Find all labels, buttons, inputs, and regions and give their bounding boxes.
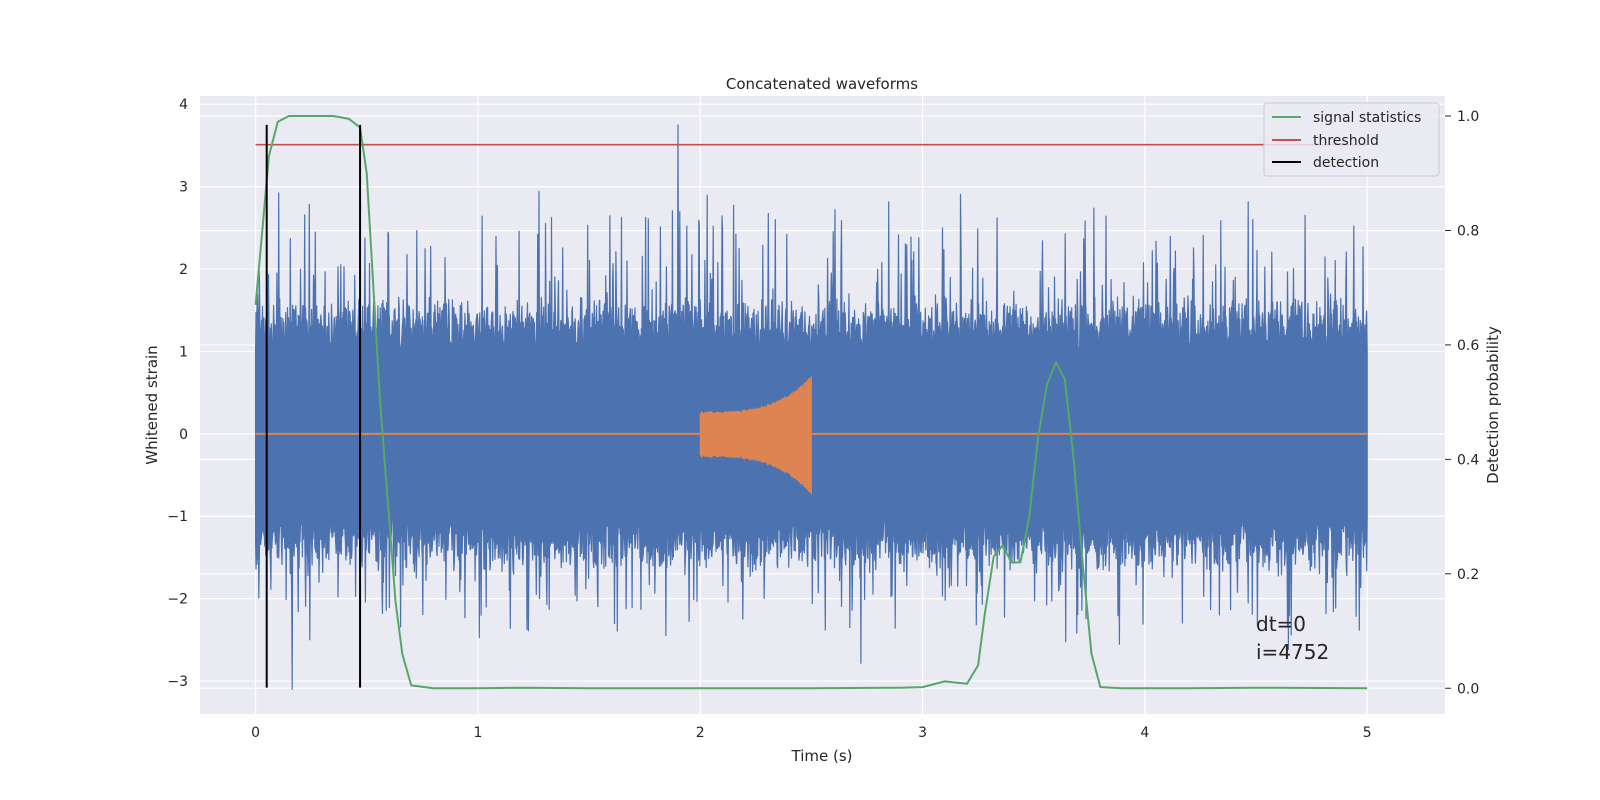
y2-tick-label: 0.4 — [1457, 452, 1479, 468]
y2-tick-label: 0.2 — [1457, 567, 1479, 583]
y2-tick-label: 1.0 — [1457, 109, 1479, 125]
x-tick-label: 3 — [918, 725, 927, 741]
y-tick-label: 1 — [179, 344, 188, 360]
chirp-series — [699, 375, 812, 496]
legend-label-detection: detection — [1313, 155, 1379, 171]
y-tick-label: 0 — [179, 427, 188, 443]
x-tick-label: 4 — [1140, 725, 1149, 741]
series-layer — [254, 115, 1368, 690]
chart-title: Concatenated waveforms — [726, 75, 918, 93]
axes-layer: 0 1 2 3 4 5 −3 −2 −1 0 1 2 3 4 0.0 0.2 0.4 0.6 0.8 1.0 — [167, 97, 1479, 741]
x-tick-label: 0 — [251, 725, 260, 741]
annotation-dt: dt=0 — [1256, 612, 1306, 636]
x-tick-label: 1 — [473, 725, 482, 741]
x-tick-label: 5 — [1363, 725, 1372, 741]
y-axis-label: Whitened strain — [143, 345, 161, 464]
signal-statistics-line — [254, 115, 1368, 690]
legend: signal statistics threshold detection — [1263, 102, 1440, 177]
y2-axis-label: Detection probability — [1484, 326, 1502, 484]
x-axis-label: Time (s) — [791, 747, 853, 765]
y-tick-label: −3 — [167, 674, 188, 690]
legend-label-signal-statistics: signal statistics — [1313, 110, 1421, 126]
y2-tick-label: 0.8 — [1457, 223, 1479, 239]
y-tick-label: −1 — [167, 509, 188, 525]
annotation-i: i=4752 — [1256, 640, 1329, 664]
y2-tick-label: 0.6 — [1457, 338, 1479, 354]
legend-box — [1263, 102, 1440, 177]
y2-tick-label: 0.0 — [1457, 681, 1479, 697]
y-tick-label: 4 — [179, 97, 188, 113]
y-tick-label: −2 — [167, 592, 188, 608]
y-tick-label: 2 — [179, 262, 188, 278]
y-tick-label: 3 — [179, 180, 188, 196]
legend-label-threshold: threshold — [1313, 133, 1379, 149]
x-tick-label: 2 — [696, 725, 705, 741]
